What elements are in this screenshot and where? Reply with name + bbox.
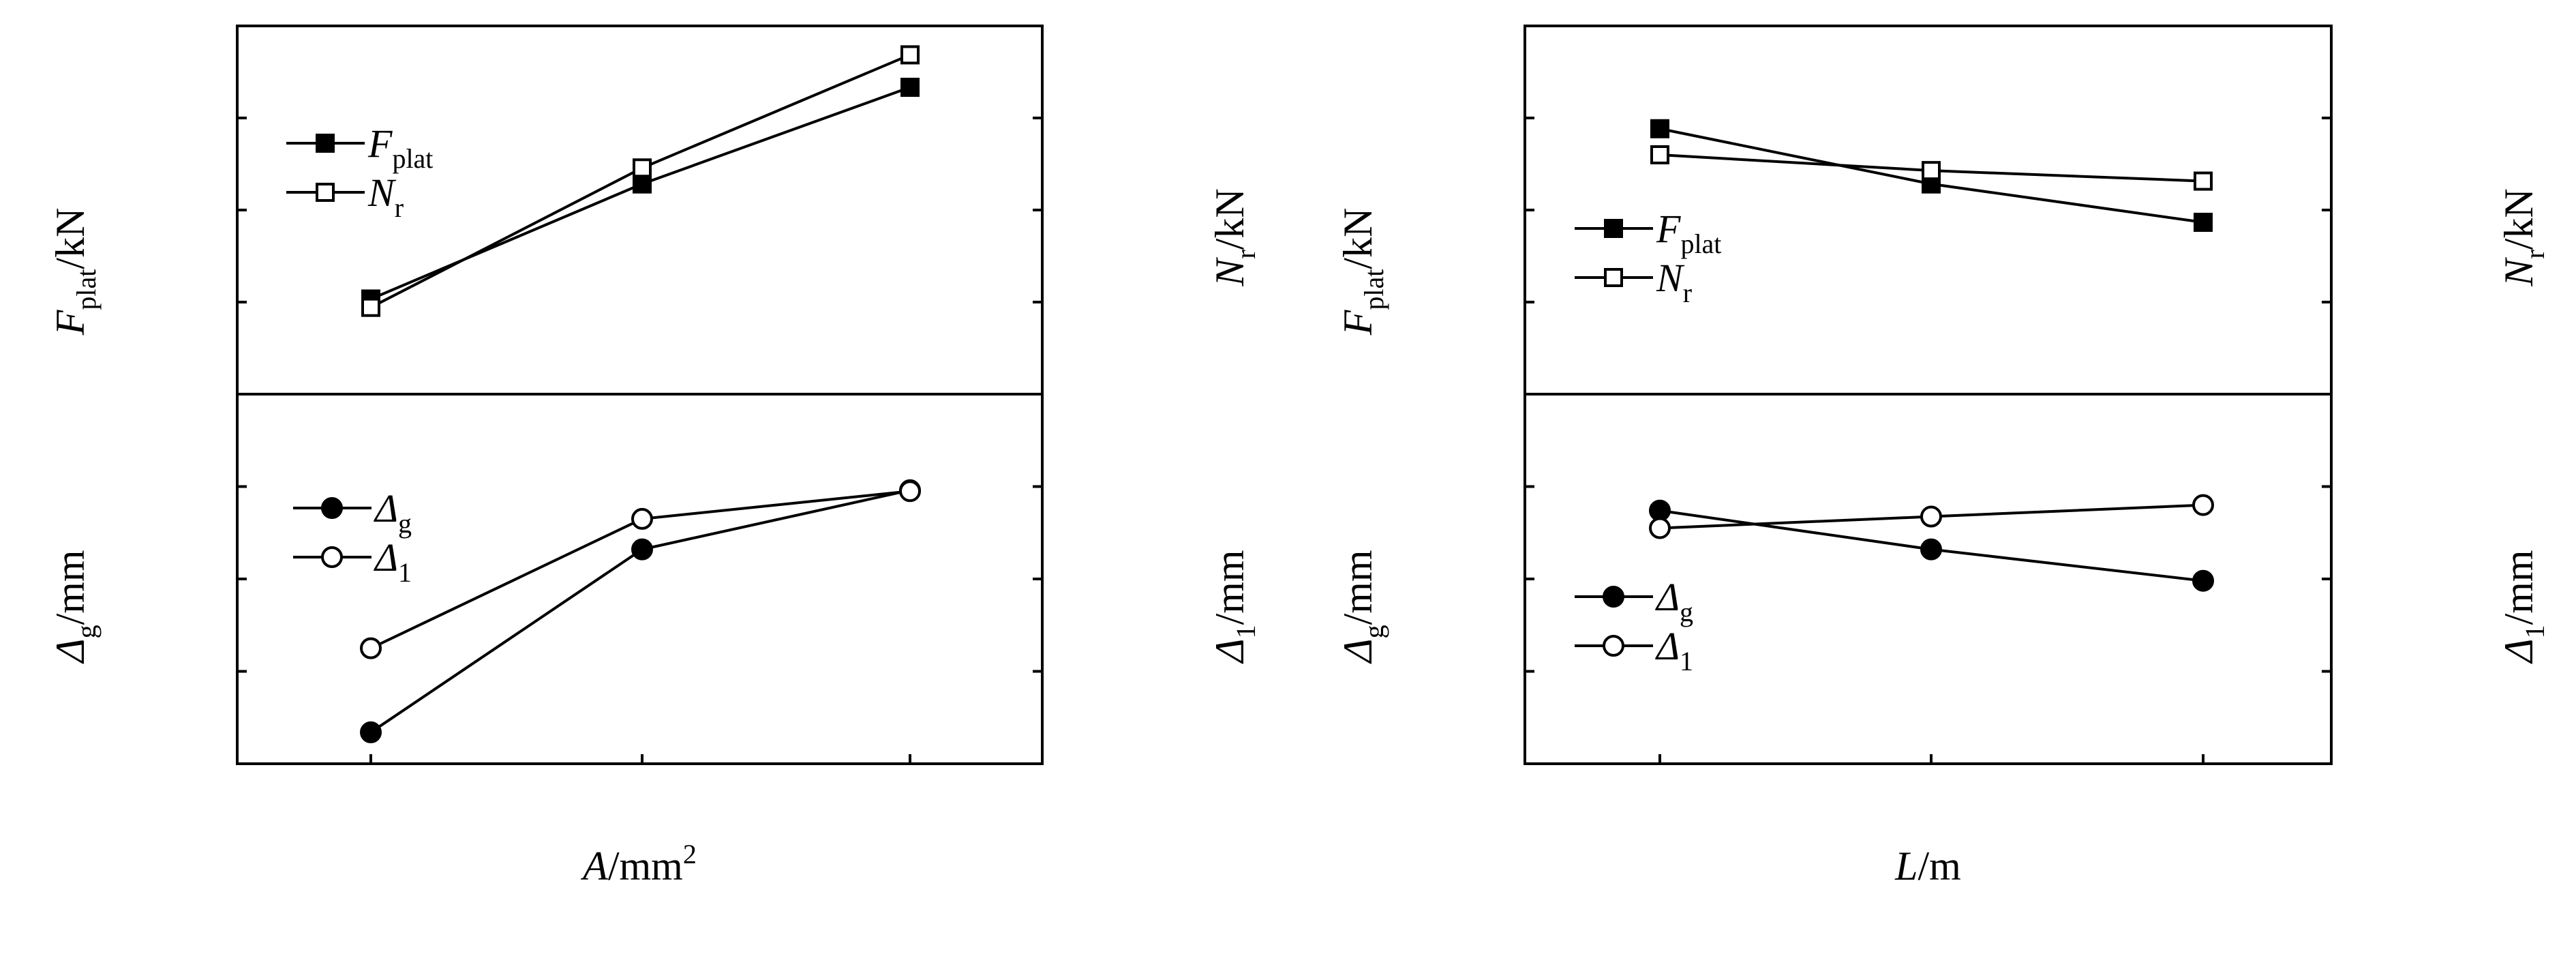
data-point [2192, 569, 2214, 592]
x-axis-title: L/m [1894, 844, 1961, 889]
legend-entry: Δg [1575, 575, 1693, 627]
data-point [2194, 213, 2213, 232]
legend-label: Fplat [367, 121, 433, 174]
lower-right-axis-title: Δ1/mm [1207, 550, 1261, 664]
legend-marker [321, 546, 343, 568]
legend-marker [316, 134, 335, 153]
data-point [2194, 171, 2213, 191]
legend-label: Δg [1655, 575, 1693, 627]
legend-marker [316, 183, 335, 202]
lower-series-delta1 [1649, 494, 2214, 539]
legend-label: Δ1 [1655, 624, 1693, 676]
legend-entry: Δ1 [293, 535, 412, 588]
upper-left-axis-title: Fplat/kN [1335, 208, 1389, 336]
data-point [633, 158, 652, 178]
data-point [1650, 119, 1669, 138]
legend-entry: Δ1 [1575, 624, 1693, 676]
legend-label: Δ1 [374, 535, 412, 588]
legend-entry: Nr [1575, 256, 1692, 308]
upper-right-axis-title: Nr/kN [2496, 188, 2550, 286]
legend-label: Δg [374, 486, 412, 539]
data-point [1649, 517, 1671, 539]
legend-entry: Fplat [1575, 207, 1721, 259]
legend-marker [1604, 219, 1623, 238]
legend-marker [321, 497, 343, 519]
lower-left-axis-title: Δg/mm [1335, 550, 1389, 664]
upper-series-Nr [361, 45, 920, 317]
data-point [631, 507, 653, 530]
legend-marker [1603, 586, 1624, 608]
upper-series-Nr [1650, 145, 2213, 191]
data-point [900, 45, 920, 65]
data-point [1920, 505, 1942, 528]
x-axis-title: A/mm2 [580, 839, 697, 889]
legend-label: Nr [367, 170, 404, 223]
data-point [1920, 538, 1942, 561]
upper-left-axis-title: Fplat/kN [48, 208, 102, 336]
legend-label: Fplat [1656, 207, 1721, 259]
data-point [360, 637, 382, 659]
data-point [900, 78, 920, 97]
legend-marker [1603, 635, 1624, 657]
upper-series-Fplat [361, 78, 920, 309]
lower-right-axis-title: Δ1/mm [2496, 550, 2550, 664]
data-point [361, 297, 380, 317]
legend-entry: Δg [293, 486, 412, 539]
data-point [1922, 161, 1941, 181]
data-point [899, 480, 921, 503]
lower-left-axis-title: Δg/mm [48, 550, 102, 664]
legend-entry: Nr [286, 170, 404, 223]
legend-label: Nr [1656, 256, 1692, 308]
data-point [1650, 145, 1669, 164]
upper-right-axis-title: Nr/kN [1207, 188, 1261, 286]
data-point [631, 538, 653, 561]
legend-marker [1604, 268, 1623, 287]
data-point [2192, 494, 2214, 516]
data-point [360, 721, 382, 743]
data-point [633, 174, 652, 194]
lower-series-delta1 [360, 480, 921, 659]
legend-entry: Fplat [286, 121, 433, 174]
